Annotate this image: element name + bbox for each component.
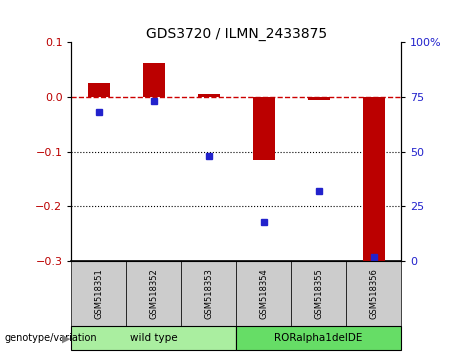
Text: GSM518351: GSM518351 [95, 268, 103, 319]
Bar [143, 63, 165, 97]
Text: GSM518354: GSM518354 [259, 268, 268, 319]
Bar [126, 261, 181, 326]
Text: RORalpha1delDE: RORalpha1delDE [274, 333, 363, 343]
Bar [88, 84, 110, 97]
Bar [236, 326, 401, 350]
Bar [346, 261, 401, 326]
Text: GSM518352: GSM518352 [149, 268, 159, 319]
Text: GSM518356: GSM518356 [369, 268, 378, 319]
Text: GSM518353: GSM518353 [204, 268, 213, 319]
Text: wild type: wild type [130, 333, 177, 343]
Bar [307, 97, 330, 100]
Title: GDS3720 / ILMN_2433875: GDS3720 / ILMN_2433875 [146, 28, 327, 41]
Bar [198, 95, 220, 97]
Text: ▶: ▶ [62, 333, 71, 343]
Text: genotype/variation: genotype/variation [5, 333, 97, 343]
Bar [181, 261, 236, 326]
Text: GSM518355: GSM518355 [314, 268, 323, 319]
Bar [71, 261, 126, 326]
Bar [253, 97, 275, 160]
Bar [71, 326, 236, 350]
Bar [363, 97, 384, 261]
Bar [291, 261, 346, 326]
Bar [236, 261, 291, 326]
